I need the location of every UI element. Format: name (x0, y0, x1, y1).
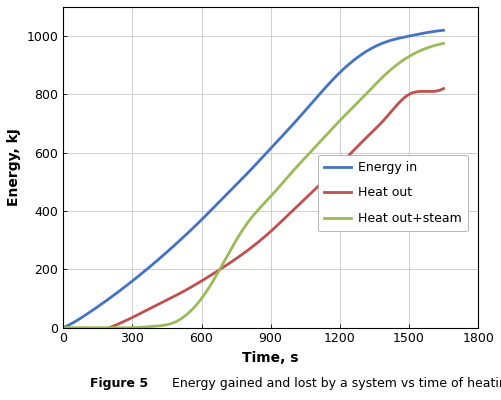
Line: Energy in: Energy in (63, 30, 443, 328)
Heat out (380, 118, 386, 123)
Line: Heat out+steam: Heat out+steam (63, 43, 443, 328)
Y-axis label: Energy, kJ: Energy, kJ (7, 128, 21, 206)
Energy in (60, 325, 66, 330)
Heat out+steam (288, 172, 294, 176)
Heat out+steam (60, 325, 66, 330)
Heat out (106, 325, 112, 330)
Line: Heat out: Heat out (109, 88, 443, 328)
Text: Figure 5: Figure 5 (90, 377, 148, 390)
Heat out (305, 194, 311, 198)
Energy in (431, 29, 437, 34)
Energy in (243, 172, 249, 177)
Energy in (241, 175, 247, 180)
Energy in (266, 148, 272, 152)
Heat out+steam (120, 325, 126, 330)
Heat out (287, 210, 293, 215)
Energy in (287, 126, 293, 130)
Heat out+steam (440, 41, 446, 46)
Heat out (265, 231, 271, 236)
Heat out (267, 230, 273, 234)
Heat out (432, 89, 438, 94)
Legend: Energy in, Heat out, Heat out+steam: Energy in, Heat out, Heat out+steam (318, 155, 468, 231)
Heat out+steam (267, 195, 273, 200)
Heat out (440, 86, 446, 91)
X-axis label: Time, s: Time, s (242, 351, 299, 365)
Heat out+steam (373, 82, 379, 86)
Heat out+steam (432, 43, 438, 48)
Energy in (440, 28, 446, 33)
Heat out+steam (244, 221, 250, 226)
Energy in (372, 44, 378, 49)
Text: Energy gained and lost by a system vs time of heating.: Energy gained and lost by a system vs ti… (160, 377, 501, 390)
Heat out+steam (241, 224, 247, 229)
